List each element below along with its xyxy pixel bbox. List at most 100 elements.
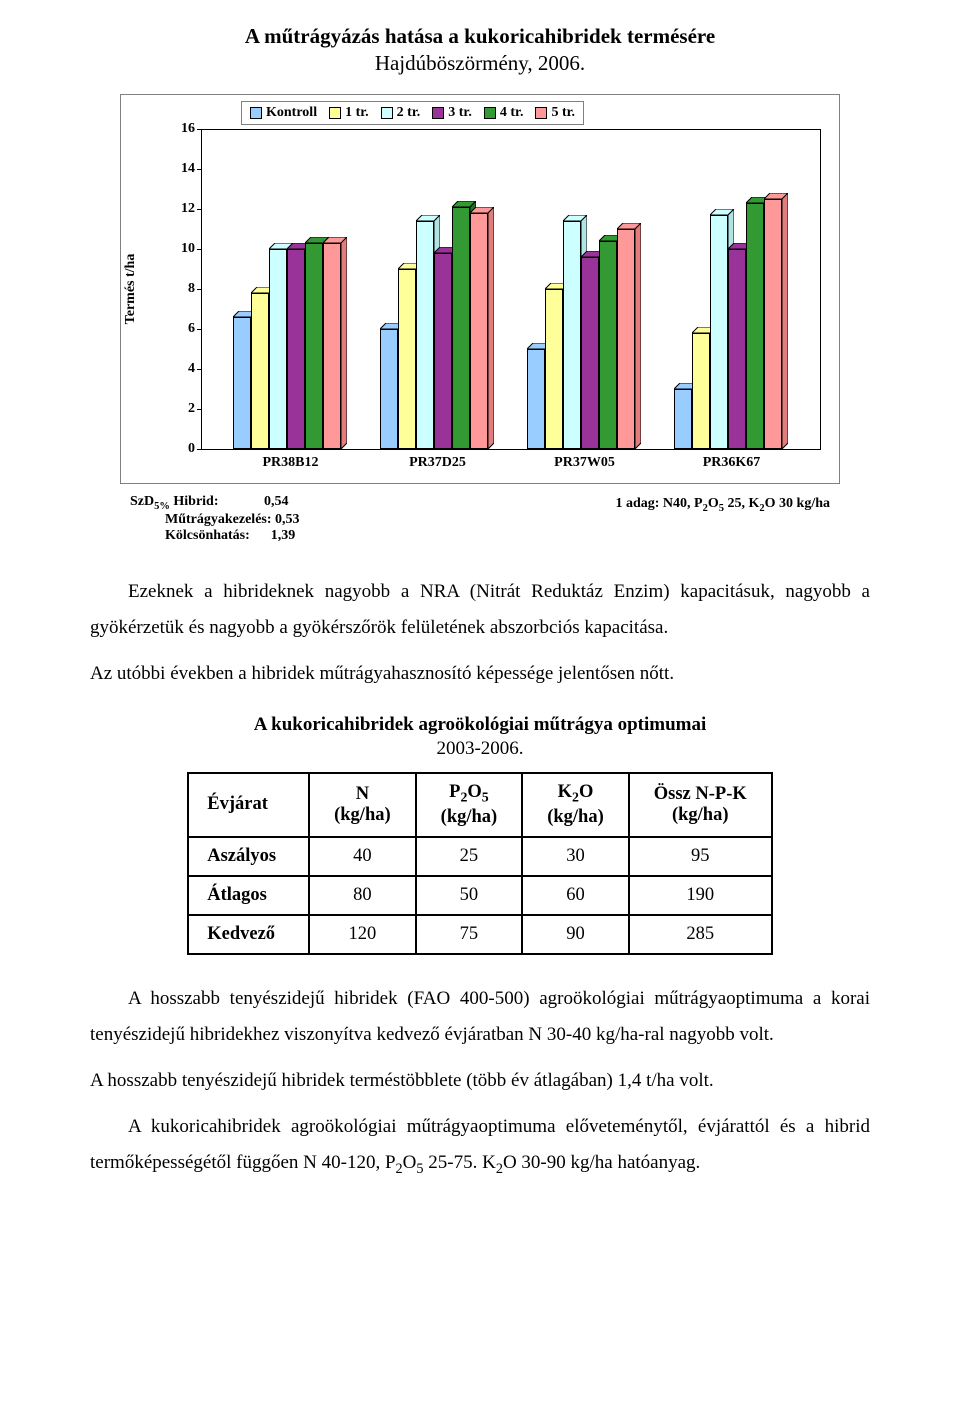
y-tick-label: 14 <box>181 161 195 177</box>
legend-item: 4 tr. <box>484 105 524 121</box>
bar <box>581 257 599 449</box>
table-header-cell: K2O(kg/ha) <box>522 773 629 837</box>
legend-swatch <box>484 107 496 119</box>
legend-label: 1 tr. <box>345 105 369 121</box>
bar-front <box>545 289 563 449</box>
bar-front <box>251 293 269 449</box>
bar <box>434 253 452 449</box>
legend-label: 2 tr. <box>397 105 421 121</box>
bar <box>710 215 728 449</box>
table-title: A kukoricahibridek agroökológiai műtrágy… <box>90 714 870 736</box>
paragraph-1-text: Ezeknek a hibrideknek nagyobb a NRA (Nit… <box>90 581 870 638</box>
axis-line <box>201 129 821 130</box>
table-cell: 80 <box>309 876 416 915</box>
table-cell: Átlagos <box>188 876 309 915</box>
table-cell: 190 <box>629 876 772 915</box>
y-tick-label: 4 <box>188 361 195 377</box>
bar-front <box>599 241 617 449</box>
bar <box>323 243 341 449</box>
legend-swatch <box>250 107 262 119</box>
bar <box>470 213 488 449</box>
y-tick-label: 12 <box>181 201 195 217</box>
bar <box>233 317 251 449</box>
bar <box>251 293 269 449</box>
chart-footnote: SzD5% Hibrid: 0,54 Műtrágyakezelés: 0,53… <box>130 494 830 544</box>
bar <box>563 221 581 449</box>
bar <box>746 203 764 449</box>
paragraph-2: Az utóbbi években a hibridek műtrágyahas… <box>90 656 870 692</box>
bar <box>416 221 434 449</box>
bar-front <box>728 249 746 449</box>
table-row: Kedvező1207590285 <box>188 915 772 954</box>
table-cell: 75 <box>416 915 523 954</box>
bar-front <box>380 329 398 449</box>
legend-swatch <box>535 107 547 119</box>
table-cell: Aszályos <box>188 837 309 876</box>
table-cell: 50 <box>416 876 523 915</box>
table-cell: 95 <box>629 837 772 876</box>
page: A műtrágyázás hatása a kukoricahibridek … <box>0 0 960 1233</box>
legend-item: 2 tr. <box>381 105 421 121</box>
table-body: Aszályos40253095Átlagos805060190Kedvező1… <box>188 837 772 954</box>
legend-item: 3 tr. <box>432 105 472 121</box>
bar <box>398 269 416 449</box>
bar-front <box>233 317 251 449</box>
bar-front <box>434 253 452 449</box>
bar-front <box>710 215 728 449</box>
y-tick-label: 16 <box>181 121 195 137</box>
paragraph-5: A kukoricahibridek agroökológiai műtrágy… <box>90 1109 870 1183</box>
legend-item: Kontroll <box>250 105 317 121</box>
y-tick-label: 2 <box>188 401 195 417</box>
chart-legend: Kontroll1 tr.2 tr.3 tr.4 tr.5 tr. <box>241 101 584 125</box>
bar-side <box>488 207 494 449</box>
table-header-cell: Össz N-P-K(kg/ha) <box>629 773 772 837</box>
legend-swatch <box>329 107 341 119</box>
bar-cluster <box>527 221 642 449</box>
table-cell: Kedvező <box>188 915 309 954</box>
footnote-left: SzD5% Hibrid: 0,54 Műtrágyakezelés: 0,53… <box>130 494 300 544</box>
bar-front <box>764 199 782 449</box>
bar-front <box>527 349 545 449</box>
bar-front <box>674 389 692 449</box>
paragraph-5-text: A kukoricahibridek agroökológiai műtrágy… <box>90 1116 870 1173</box>
bar <box>287 249 305 449</box>
legend-swatch <box>381 107 393 119</box>
table-row: Átlagos805060190 <box>188 876 772 915</box>
bar <box>599 241 617 449</box>
y-axis-label: Termés t/ha <box>123 254 139 325</box>
bar-front <box>287 249 305 449</box>
x-tick-label: PR38B12 <box>263 455 319 471</box>
y-tick-label: 10 <box>181 241 195 257</box>
bar-front <box>398 269 416 449</box>
bar-side <box>341 237 347 449</box>
bar <box>674 389 692 449</box>
table-header-cell: Évjárat <box>188 773 309 837</box>
bar-cluster <box>674 199 789 449</box>
bar-front <box>563 221 581 449</box>
legend-label: 3 tr. <box>448 105 472 121</box>
chart-subtitle: Hajdúböszörmény, 2006. <box>90 51 870 76</box>
bar-side <box>635 223 641 449</box>
bar-front <box>269 249 287 449</box>
y-tick-label: 8 <box>188 281 195 297</box>
plot-left-border <box>201 129 202 449</box>
bar-front <box>452 207 470 449</box>
bar-chart: Kontroll1 tr.2 tr.3 tr.4 tr.5 tr. Termés… <box>120 94 840 484</box>
bar <box>380 329 398 449</box>
bar-front <box>617 229 635 449</box>
legend-label: 4 tr. <box>500 105 524 121</box>
legend-item: 1 tr. <box>329 105 369 121</box>
bar-side <box>782 193 788 449</box>
paragraph-3: A hosszabb tenyészidejű hibridek (FAO 40… <box>90 981 870 1053</box>
legend-label: Kontroll <box>266 105 317 121</box>
x-tick-label: PR37W05 <box>554 455 615 471</box>
bar-front <box>470 213 488 449</box>
bar <box>305 243 323 449</box>
footnote-right: 1 adag: N40, P2O5 25, K2O 30 kg/ha <box>615 494 830 544</box>
table-cell: 40 <box>309 837 416 876</box>
optimum-table: ÉvjáratN(kg/ha)P2O5(kg/ha)K2O(kg/ha)Össz… <box>187 772 773 955</box>
table-header-cell: P2O5(kg/ha) <box>416 773 523 837</box>
x-tick-label: PR36K67 <box>703 455 761 471</box>
table-header-cell: N(kg/ha) <box>309 773 416 837</box>
table-cell: 25 <box>416 837 523 876</box>
